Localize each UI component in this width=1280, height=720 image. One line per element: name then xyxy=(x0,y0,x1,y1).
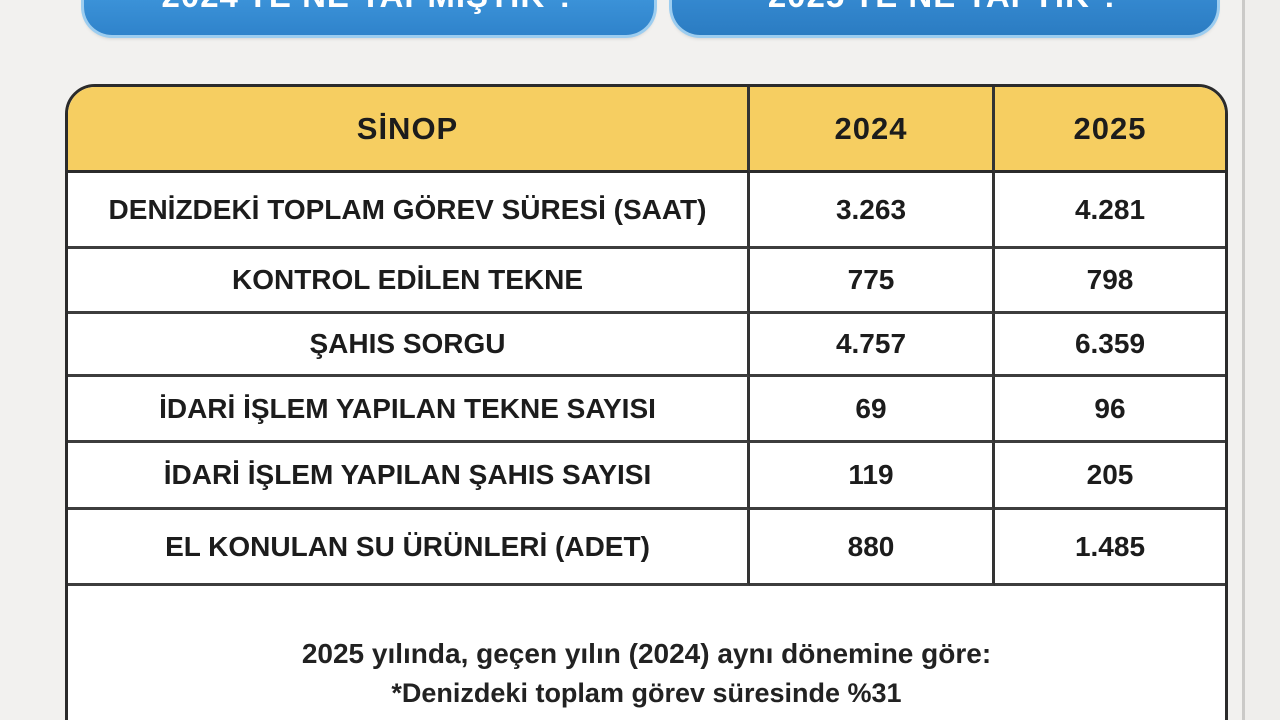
row-value-2025: 798 xyxy=(995,249,1225,314)
summary-note-line: *Denizdeki toplam görev süresinde %31 xyxy=(391,678,902,708)
table-row: DENİZDEKİ TOPLAM GÖREV SÜRESİ (SAAT) 3.2… xyxy=(68,173,1225,249)
button-2024-ne-yapmistik[interactable]: 2024'TE NE YAPMIŞTIK ? xyxy=(84,0,654,35)
summary-intro-text: 2025 yılında, geçen yılın (2024) aynı dö… xyxy=(301,638,992,669)
flyer-right-edge xyxy=(1242,0,1245,720)
row-value-2025: 1.485 xyxy=(995,510,1225,586)
row-value-2024: 880 xyxy=(750,510,995,586)
row-value-2024: 3.263 xyxy=(750,173,995,249)
row-label: EL KONULAN SU ÜRÜNLERİ (ADET) xyxy=(68,510,750,586)
button-2025-ne-yaptik[interactable]: 2025'TE NE YAPTIK ? xyxy=(672,0,1217,35)
row-value-2024: 69 xyxy=(750,377,995,443)
table-row: İDARİ İŞLEM YAPILAN TEKNE SAYISI 69 96 xyxy=(68,377,1225,443)
table-header-row: SİNOP 2024 2025 xyxy=(68,87,1225,173)
table-row: ŞAHIS SORGU 4.757 6.359 xyxy=(68,314,1225,377)
row-label: ŞAHIS SORGU xyxy=(68,314,750,377)
table-row: KONTROL EDİLEN TEKNE 775 798 xyxy=(68,249,1225,314)
flyer-outside-area xyxy=(1245,0,1280,720)
row-label: KONTROL EDİLEN TEKNE xyxy=(68,249,750,314)
table-row: İDARİ İŞLEM YAPILAN ŞAHIS SAYISI 119 205 xyxy=(68,443,1225,510)
stats-table: SİNOP 2024 2025 DENİZDEKİ TOPLAM GÖREV S… xyxy=(65,84,1228,720)
header-city-title: SİNOP xyxy=(68,87,750,173)
row-value-2024: 119 xyxy=(750,443,995,510)
row-value-2024: 775 xyxy=(750,249,995,314)
row-label: İDARİ İŞLEM YAPILAN ŞAHIS SAYISI xyxy=(68,443,750,510)
table-row: EL KONULAN SU ÜRÜNLERİ (ADET) 880 1.485 xyxy=(68,510,1225,586)
summary-notes: 2025 yılında, geçen yılın (2024) aynı dö… xyxy=(68,586,1225,720)
summary-note-line: *Kontrol edilen gemi/tekne sayısında %3 xyxy=(388,716,906,720)
row-label: DENİZDEKİ TOPLAM GÖREV SÜRESİ (SAAT) xyxy=(68,173,750,249)
row-value-2025: 6.359 xyxy=(995,314,1225,377)
row-value-2025: 205 xyxy=(995,443,1225,510)
row-value-2024: 4.757 xyxy=(750,314,995,377)
header-col-2025: 2025 xyxy=(995,87,1225,173)
header-col-2024: 2024 xyxy=(750,87,995,173)
row-value-2025: 96 xyxy=(995,377,1225,443)
row-label: İDARİ İŞLEM YAPILAN TEKNE SAYISI xyxy=(68,377,750,443)
row-value-2025: 4.281 xyxy=(995,173,1225,249)
